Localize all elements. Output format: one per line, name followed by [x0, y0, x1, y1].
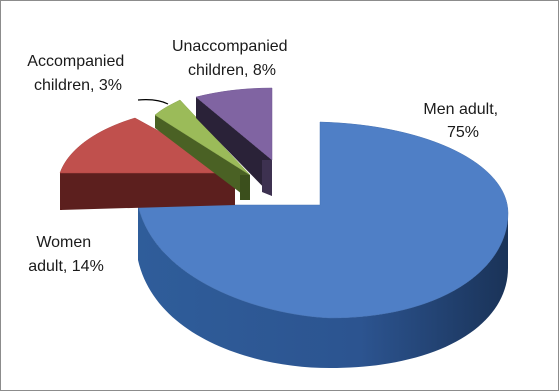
data-label-accompanied-children-line2: children, 3%	[34, 77, 122, 94]
pie-slice-men-adult-side	[138, 205, 508, 368]
pie-slice-unaccompanied-children-side2	[262, 160, 272, 196]
pie-slice-women-adult-top	[59, 117, 236, 174]
data-label-unaccompanied-children: Unaccompanied children, 8%	[172, 38, 292, 79]
data-label-men-adult: Men adult, 75%	[423, 101, 502, 141]
pie-slice-women-adult-side	[60, 173, 235, 210]
pie-slice-women-adult	[59, 117, 236, 210]
data-label-accompanied-children-line1: Accompanied	[27, 53, 124, 70]
leader-line-accompanied	[137, 99, 169, 105]
pie-slice-accompanied-children-top	[154, 99, 251, 176]
data-label-women-adult-line1: Women	[36, 234, 91, 251]
data-label-men-adult-line2: 75%	[447, 124, 479, 141]
pie-slice-accompanied-children-side2	[240, 175, 250, 200]
data-label-unaccompanied-children-line2: children, 8%	[188, 62, 276, 79]
data-label-unaccompanied-children-line1: Unaccompanied	[172, 38, 288, 55]
pie-slice-men-adult	[137, 121, 509, 368]
pie-slice-unaccompanied-children-top	[195, 87, 273, 161]
data-label-accompanied-children: Accompanied children, 3%	[27, 53, 128, 94]
data-label-women-adult: Women adult, 14%	[28, 234, 104, 275]
pie-slice-accompanied-children-side	[155, 115, 250, 200]
pie-slice-men-adult-top	[137, 121, 509, 319]
pie-slice-unaccompanied-children-side	[196, 97, 272, 196]
data-label-men-adult-line1: Men adult,	[423, 101, 498, 118]
pie-slice-unaccompanied-children	[195, 87, 273, 196]
data-label-women-adult-line2: adult, 14%	[28, 258, 104, 275]
pie-slice-accompanied-children	[154, 99, 251, 200]
